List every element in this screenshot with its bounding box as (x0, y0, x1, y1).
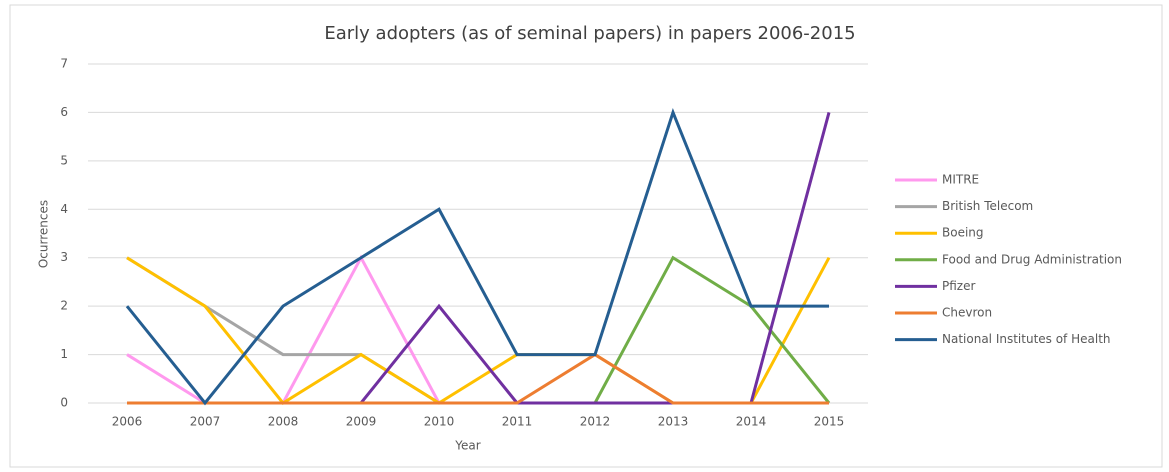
y-tick-label: 1 (60, 347, 68, 361)
legend-label: Food and Drug Administration (942, 252, 1122, 266)
x-tick-label: 2013 (658, 415, 689, 429)
legend-label: MITRE (942, 173, 979, 187)
y-tick-label: 7 (60, 57, 68, 71)
y-tick-label: 0 (60, 396, 68, 410)
x-tick-label: 2006 (112, 415, 143, 429)
x-tick-label: 2015 (814, 415, 845, 429)
y-tick-label: 4 (60, 202, 68, 216)
y-axis-title: Ocurrences (37, 200, 51, 268)
x-tick-label: 2010 (424, 415, 455, 429)
y-tick-label: 2 (60, 299, 68, 313)
y-tick-label: 6 (60, 105, 68, 119)
legend-label: Boeing (942, 226, 984, 240)
legend-label: National Institutes of Health (942, 332, 1111, 346)
y-tick-label: 3 (60, 250, 68, 264)
x-tick-label: 2011 (502, 415, 533, 429)
x-tick-label: 2012 (580, 415, 611, 429)
series-line (127, 352, 829, 405)
x-tick-label: 2014 (736, 415, 767, 429)
x-axis-title: Year (454, 439, 480, 453)
chart-frame (9, 4, 1163, 468)
x-tick-label: 2007 (190, 415, 221, 429)
legend-label: Pfizer (942, 279, 975, 293)
series-line (125, 108, 829, 406)
legend-label: Chevron (942, 306, 992, 320)
y-tick-label: 5 (60, 153, 68, 167)
chart-title: Early adopters (as of seminal papers) in… (324, 23, 855, 44)
x-tick-label: 2008 (268, 415, 299, 429)
legend-label: British Telecom (942, 199, 1033, 213)
x-tick-label: 2009 (346, 415, 377, 429)
